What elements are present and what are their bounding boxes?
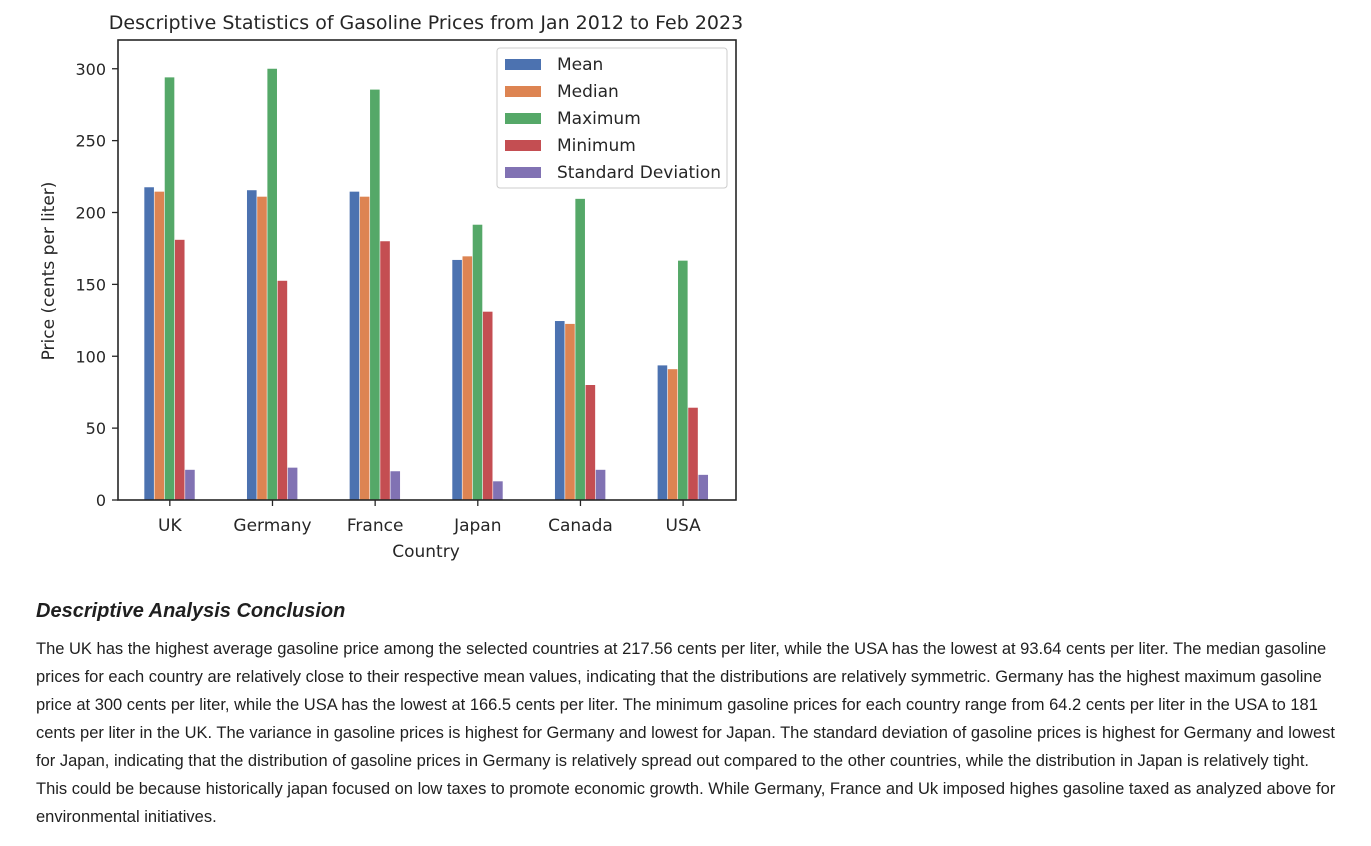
legend-label-median: Median — [557, 82, 619, 102]
bar-maximum-canada — [575, 198, 585, 500]
bar-median-canada — [565, 323, 575, 500]
y-axis-label: Price (cents per liter) — [39, 182, 59, 361]
x-tick-label-germany: Germany — [233, 516, 311, 536]
bar-chart: Descriptive Statistics of Gasoline Price… — [39, 12, 743, 562]
conclusion-section: Descriptive Analysis Conclusion The UK h… — [36, 600, 1341, 831]
bar-minimum-japan — [482, 311, 493, 500]
bar-maximum-germany — [267, 68, 277, 500]
legend-label-maximum: Maximum — [557, 109, 641, 129]
bar-mean-france — [349, 191, 360, 500]
legend-label-mean: Mean — [557, 55, 603, 75]
bar-maximum-uk — [164, 77, 175, 500]
bar-standard-deviation-france — [390, 471, 401, 500]
legend-box — [496, 47, 728, 189]
bar-mean-japan — [452, 259, 462, 500]
legend-swatch-median — [505, 86, 541, 97]
legend-swatch-maximum — [505, 113, 541, 124]
legend-swatch-minimum — [505, 140, 541, 151]
y-tick-label: 250 — [75, 132, 106, 151]
y-tick-label: 50 — [86, 419, 106, 438]
bar-standard-deviation-uk — [185, 469, 195, 500]
x-axis-ticks: UK Germany France Japan Canada USA — [158, 500, 701, 536]
y-tick-label: 100 — [75, 347, 106, 366]
legend: Mean Median Maximum Minimum Standard Deviati… — [496, 47, 728, 189]
bar-mean-germany — [246, 190, 257, 500]
chart-title: Descriptive Statistics of Gasoline Price… — [109, 12, 743, 34]
y-tick-label: 150 — [75, 275, 106, 294]
legend-label-standard-deviation: Standard Deviation — [557, 163, 721, 183]
bar-minimum-canada — [585, 385, 596, 500]
x-tick-label-canada: Canada — [548, 516, 613, 536]
bar-minimum-germany — [277, 280, 288, 500]
bar-maximum-usa — [678, 260, 688, 500]
x-tick-label-usa: USA — [666, 516, 702, 536]
y-tick-label: 300 — [75, 60, 106, 79]
bars — [144, 68, 709, 500]
conclusion-heading: Descriptive Analysis Conclusion — [36, 600, 346, 622]
legend-swatch-standard-deviation — [505, 167, 541, 178]
x-tick-label-uk: UK — [158, 516, 182, 536]
y-axis-ticks: 0 50 100 150 200 250 300 — [75, 60, 118, 510]
y-tick-label: 0 — [96, 491, 106, 510]
bar-minimum-usa — [688, 407, 698, 500]
bar-median-usa — [667, 369, 678, 500]
bar-minimum-france — [380, 241, 390, 500]
bar-mean-canada — [554, 321, 565, 500]
x-tick-label-france: France — [347, 516, 404, 536]
bar-maximum-japan — [472, 224, 483, 500]
bar-median-uk — [154, 191, 165, 500]
bar-standard-deviation-canada — [595, 469, 606, 500]
bar-maximum-france — [370, 89, 380, 500]
x-tick-label-japan: Japan — [453, 516, 501, 536]
bar-median-france — [359, 196, 370, 500]
bar-mean-usa — [657, 365, 668, 500]
legend-label-minimum: Minimum — [557, 136, 636, 156]
bar-minimum-uk — [174, 239, 185, 500]
bar-standard-deviation-usa — [698, 474, 709, 500]
legend-swatch-mean — [505, 59, 541, 70]
y-tick-label: 200 — [75, 204, 106, 223]
bar-mean-uk — [144, 187, 154, 500]
bar-median-japan — [462, 256, 473, 500]
bar-standard-deviation-japan — [493, 481, 503, 500]
plot-frame — [117, 39, 737, 501]
x-axis-label: Country — [392, 542, 460, 562]
conclusion-body: The UK has the highest average gasoline … — [36, 640, 1336, 826]
bar-standard-deviation-germany — [287, 467, 298, 500]
bar-median-germany — [257, 196, 267, 500]
